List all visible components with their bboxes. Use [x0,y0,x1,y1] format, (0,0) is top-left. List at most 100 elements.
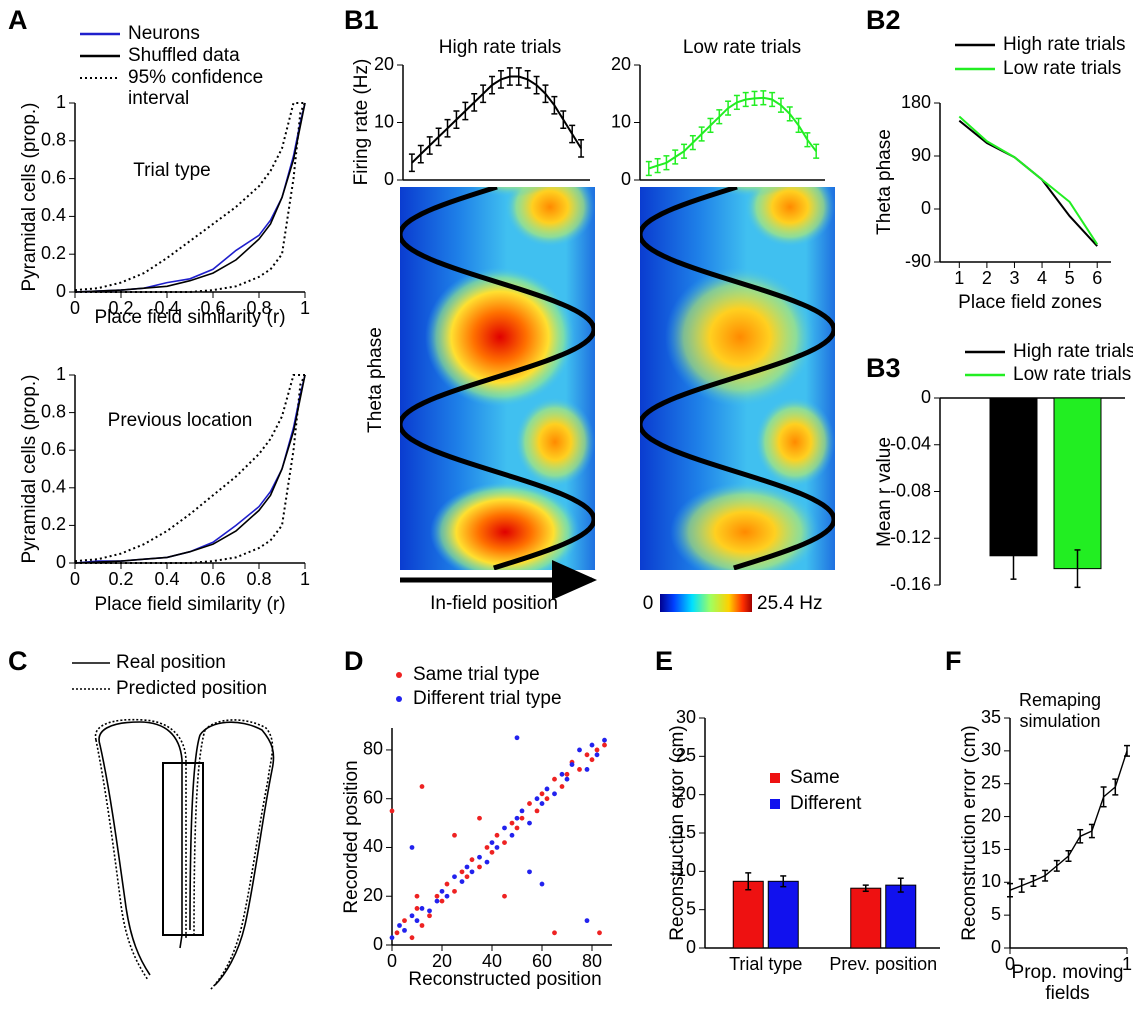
x-axis-label: Place field similarity (r) [94,594,285,615]
error-bar [408,153,415,173]
x-tick-label: Trial type [729,954,802,974]
error-bar [435,127,442,147]
y-tick-label: 0 [384,169,394,189]
y-tick-label: -90 [905,251,931,271]
y-axis-label: Theta phase [874,129,895,235]
panel-label: E [655,646,673,676]
heatmap-blob [505,187,595,247]
point [402,918,407,924]
panel-label: B3 [866,353,901,383]
point [509,820,515,826]
point [584,918,590,924]
error-bar [1088,823,1095,839]
legend-sample [396,696,402,702]
point [519,815,525,821]
legend-sample [770,799,780,809]
error-bar [689,134,696,151]
error-bar [471,93,478,112]
point [589,742,595,748]
point [569,762,575,767]
annotation: Trial type [133,160,210,181]
error-bar [426,136,433,155]
x-tick-label: 3 [1009,268,1019,288]
point [602,737,607,743]
point [494,832,500,838]
error-bar [780,875,787,888]
point [459,879,465,885]
panel-label: A [8,5,28,35]
error-bar [480,84,487,104]
point [544,786,550,792]
y-tick-label: 10 [981,871,1001,891]
legend-label: Neurons [128,23,200,44]
y-tick-label: 30 [676,707,696,727]
error-bar [681,143,688,159]
heatmap-blob [745,187,835,247]
error-bar [716,109,723,125]
x-tick-label: 6 [1092,268,1102,288]
point [452,832,457,838]
colorbar-label: 0 [643,593,654,614]
y-tick-label: 1 [56,92,66,112]
y-tick-label: 90 [911,145,931,165]
error-bar [745,872,752,891]
x-axis-label: Prop. moving fields [1011,962,1124,1004]
y-tick-label: -0.16 [890,574,931,594]
error-bar [1053,859,1060,872]
y-tick-label: 20 [981,805,1001,825]
error-bar [578,139,585,158]
point [409,935,415,941]
x-tick-label: 0.2 [108,298,133,318]
point [552,930,557,936]
error-bar [462,101,469,121]
point [519,808,525,814]
error-bar [515,67,522,86]
y-tick-label: 0.4 [41,205,66,225]
point [414,918,420,924]
error-bar [1112,778,1119,796]
bar [732,880,764,949]
y-tick-label: 0.2 [41,243,66,263]
legend-sample [396,672,402,678]
point [527,869,532,875]
point [409,913,415,919]
point [439,888,445,894]
point [594,752,600,758]
y-tick-label: 0 [373,934,383,954]
error-bar [533,75,540,95]
error-bar [654,157,661,174]
point [484,859,490,865]
data-line [74,102,306,293]
point [477,864,482,870]
x-axis-label: Reconstructed position [408,969,601,990]
error-bar [672,149,679,165]
y-axis-label: Pyramidal cells (prop.) [19,103,40,292]
y-tick-label: 60 [363,787,383,807]
y-tick-label: 15 [981,838,1001,858]
legend-label: Real position [116,652,226,673]
y-tick-label: 30 [981,740,1001,760]
point [434,893,440,899]
point [477,854,482,860]
x-tick-label: Prev. position [829,954,937,974]
y-axis-label: Firing rate (Hz) [351,59,372,186]
point [564,771,570,777]
x-tick-label: 0 [1005,954,1015,974]
y-tick-label: 15 [676,822,696,842]
error-bar [1065,849,1072,863]
legend-label: Different [790,793,862,814]
legend-label: Low rate trials [1013,364,1132,385]
theta-cycle [640,187,835,570]
point [577,747,582,753]
error-bar [897,877,904,893]
point [564,776,570,782]
error-bar [760,90,767,106]
point [544,796,550,802]
x-tick-label: 1 [300,569,310,589]
point [397,923,402,928]
heatmap-blob [665,267,815,407]
point [469,857,475,863]
legend-label: Same [790,767,840,788]
x-tick-label: 1 [1122,954,1132,974]
